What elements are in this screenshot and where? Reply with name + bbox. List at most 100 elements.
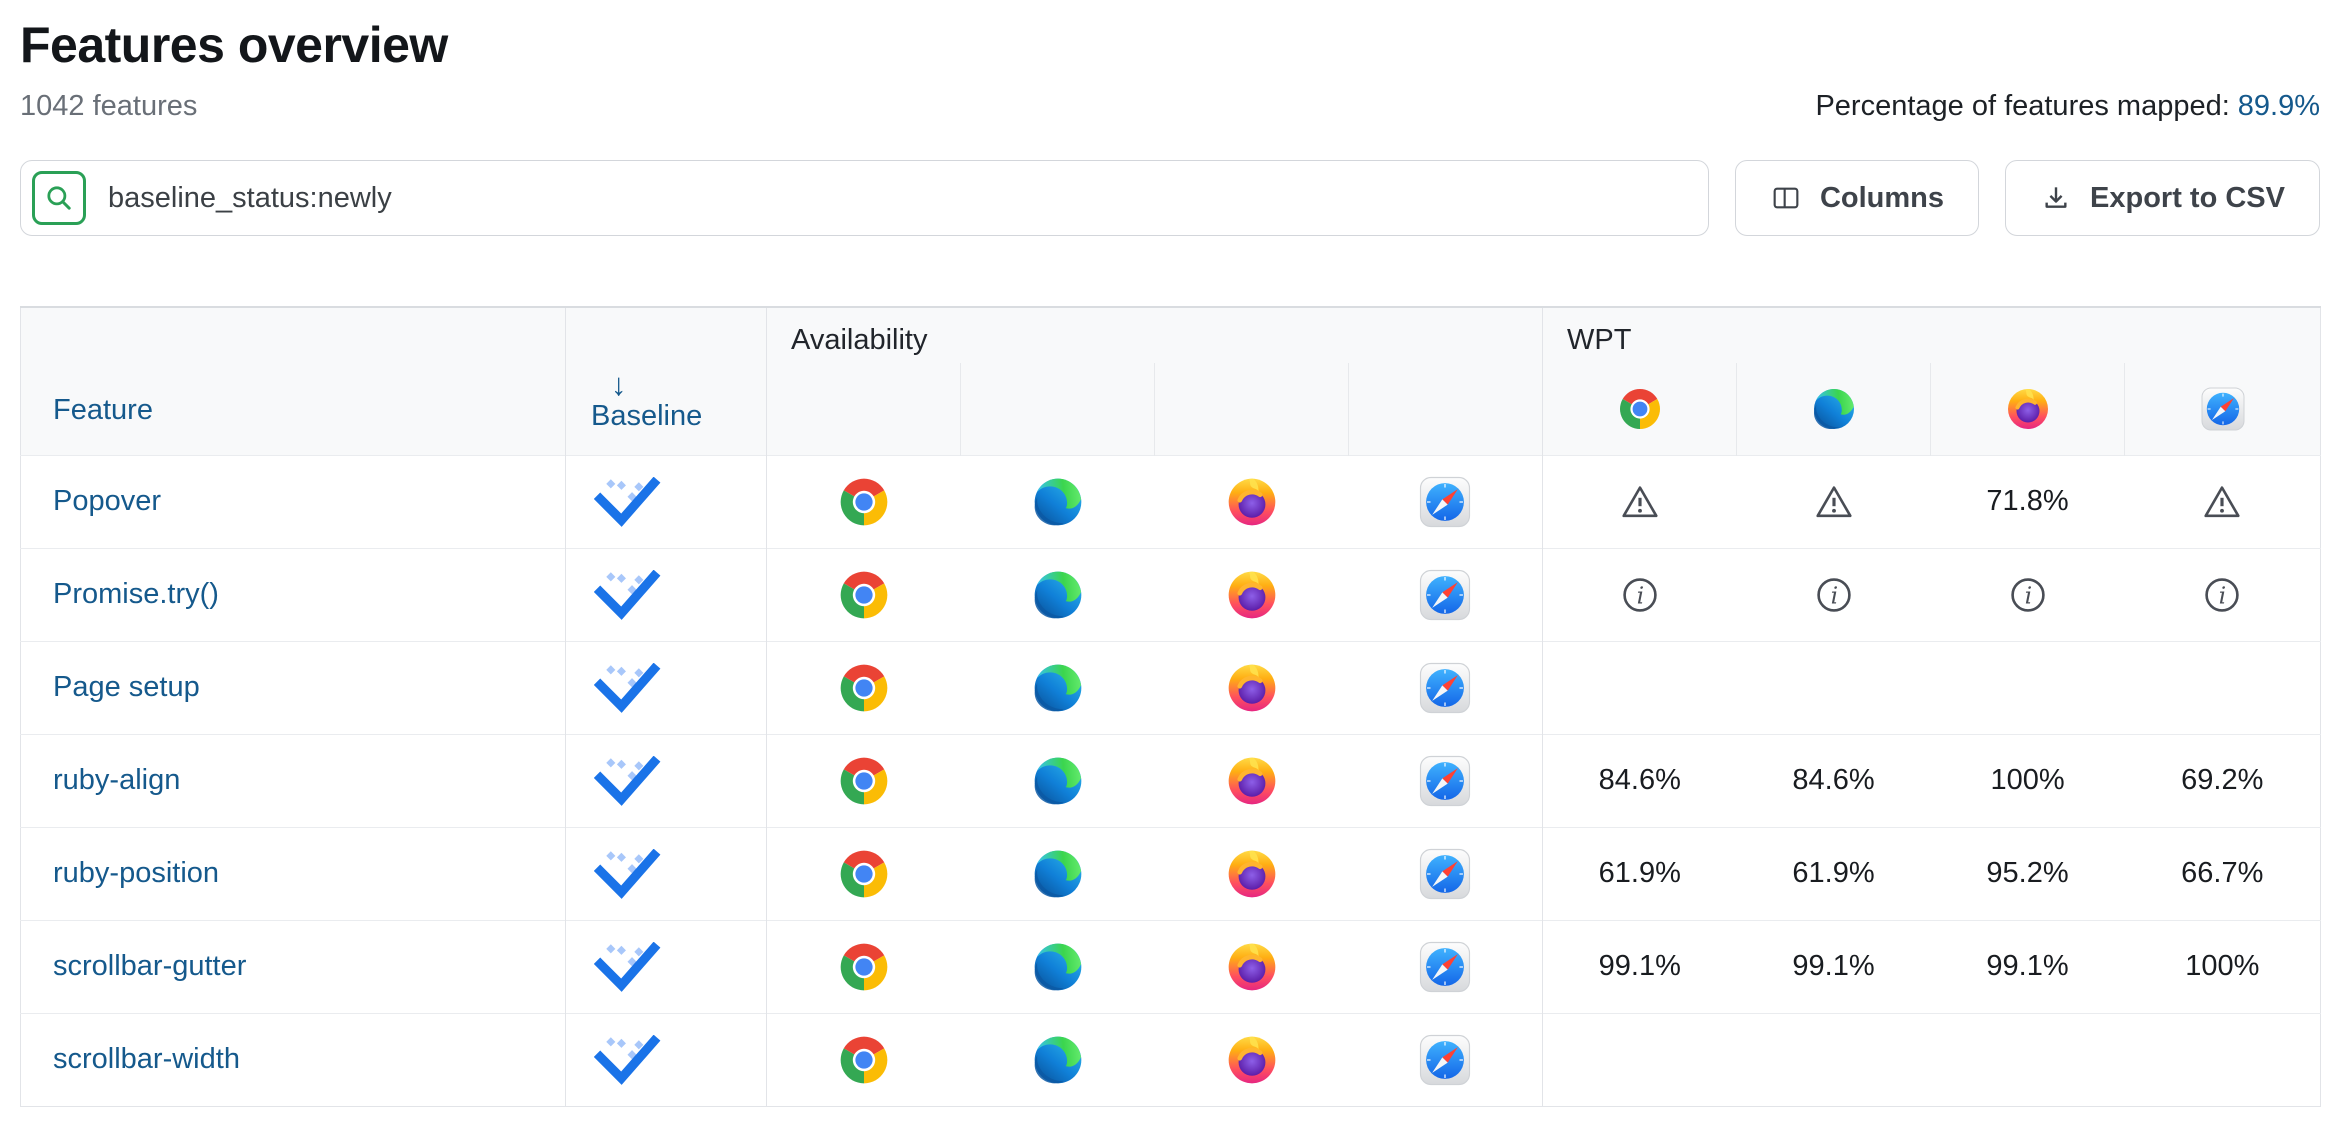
edge-icon <box>1030 753 1086 809</box>
table-row: scrollbar-width <box>20 1012 2321 1106</box>
chrome-icon <box>836 567 892 623</box>
features-table-wrap: Feature ↓ Baseline Availability WPT Popov… <box>20 306 2322 1107</box>
availability-cell <box>766 919 961 1013</box>
wpt-cell: 61.9% <box>1736 826 1931 920</box>
availability-cell <box>766 547 961 641</box>
availability-cell <box>1154 547 1349 641</box>
firefox-icon <box>1224 474 1280 530</box>
search-input[interactable] <box>106 180 1688 216</box>
feature-sort-link[interactable]: Feature <box>53 393 153 426</box>
feature-link[interactable]: ruby-position <box>53 857 220 889</box>
safari-icon <box>1417 753 1473 809</box>
features-table-body: Popover 71.8% Promise.try() Page setup ruby-… <box>20 454 2321 1106</box>
availability-subheader-cell <box>1347 363 1543 455</box>
baseline-sort-link[interactable]: ↓ Baseline <box>591 366 766 432</box>
chrome-icon <box>836 846 892 902</box>
feature-count: 1042 features <box>20 90 198 122</box>
wpt-score: 100% <box>2185 950 2260 982</box>
sort-descending-icon: ↓ <box>611 366 627 402</box>
edge-icon <box>1030 567 1086 623</box>
feature-link[interactable]: scrollbar-width <box>53 1043 240 1075</box>
safari-icon <box>1417 660 1473 716</box>
availability-cell <box>1348 826 1543 920</box>
availability-cell <box>766 826 961 920</box>
baseline-newly-icon <box>594 570 664 620</box>
feature-link[interactable]: Page setup <box>53 671 200 703</box>
wpt-cell <box>1542 1012 1737 1106</box>
wpt-cell <box>2124 547 2321 641</box>
feature-link[interactable]: Popover <box>53 485 162 517</box>
availability-cell <box>1348 733 1543 827</box>
availability-cell <box>766 733 961 827</box>
wpt-cell <box>1736 640 1931 734</box>
availability-cell <box>1348 919 1543 1013</box>
availability-cell <box>1154 733 1349 827</box>
availability-cell <box>1154 454 1349 548</box>
wpt-cell <box>2124 640 2321 734</box>
wpt-cell: 71.8% <box>1930 454 2125 548</box>
wpt-group-header: WPT <box>1542 307 2321 363</box>
baseline-cell <box>565 547 767 641</box>
info-icon[interactable] <box>1813 574 1855 616</box>
wpt-cell: 84.6% <box>1736 733 1931 827</box>
info-icon[interactable] <box>2201 574 2243 616</box>
feature-cell: Page setup <box>20 640 566 734</box>
feature-link[interactable]: ruby-align <box>53 764 181 796</box>
wpt-score: 100% <box>1990 764 2065 796</box>
availability-cell <box>1154 1012 1349 1106</box>
info-icon[interactable] <box>2007 574 2049 616</box>
wpt-chrome-header-cell <box>1542 363 1737 455</box>
firefox-icon <box>1224 660 1280 716</box>
feature-link[interactable]: scrollbar-gutter <box>53 950 247 982</box>
baseline-cell <box>565 919 767 1013</box>
availability-cell <box>960 733 1155 827</box>
mapped-percentage: Percentage of features mapped: 89.9% <box>1815 88 2320 124</box>
edge-icon <box>1030 474 1086 530</box>
mapped-value-link[interactable]: 89.9% <box>2237 90 2320 122</box>
chrome-icon <box>836 1032 892 1088</box>
availability-cell <box>1348 547 1543 641</box>
firefox-icon <box>1224 939 1280 995</box>
columns-button[interactable]: Columns <box>1734 160 1980 236</box>
info-icon[interactable] <box>1619 574 1661 616</box>
search-filter-chip[interactable] <box>32 171 86 225</box>
feature-link[interactable]: Promise.try() <box>53 578 219 610</box>
warning-icon[interactable] <box>2201 481 2243 523</box>
wpt-cell <box>1736 1012 1931 1106</box>
wpt-score: 69.2% <box>2181 764 2264 796</box>
availability-cell <box>766 640 961 734</box>
wpt-cell: 100% <box>1930 733 2125 827</box>
table-row: Page setup <box>20 640 2321 734</box>
edge-icon <box>1030 846 1086 902</box>
download-icon <box>2040 182 2072 214</box>
chrome-icon <box>836 753 892 809</box>
columns-button-label: Columns <box>1819 181 1945 214</box>
safari-icon <box>1417 939 1473 995</box>
feature-cell: scrollbar-width <box>20 1012 566 1106</box>
baseline-column-header: ↓ Baseline <box>565 307 767 455</box>
wpt-score: 99.1% <box>1792 950 1875 982</box>
search-icon <box>44 183 74 213</box>
availability-cell <box>1154 919 1349 1013</box>
warning-icon[interactable] <box>1813 481 1855 523</box>
firefox-icon <box>1224 846 1280 902</box>
edge-icon <box>1030 660 1086 716</box>
availability-cell <box>1348 1012 1543 1106</box>
wpt-safari-header-cell <box>2124 363 2321 455</box>
availability-cell <box>960 919 1155 1013</box>
export-csv-button[interactable]: Export to CSV <box>2005 160 2320 236</box>
meta-row: 1042 features Percentage of features map… <box>20 88 2320 124</box>
wpt-edge-header-cell <box>1736 363 1931 455</box>
warning-icon[interactable] <box>1619 481 1661 523</box>
availability-subheader-cell <box>766 363 961 455</box>
availability-cell <box>1154 826 1349 920</box>
feature-cell: Promise.try() <box>20 547 566 641</box>
table-header: Feature ↓ Baseline Availability WPT <box>20 307 2321 455</box>
wpt-score: 99.1% <box>1986 950 2069 982</box>
wpt-cell <box>1930 547 2125 641</box>
wpt-cell: 100% <box>2124 919 2321 1013</box>
safari-icon <box>1417 474 1473 530</box>
baseline-cell <box>565 733 767 827</box>
baseline-cell <box>565 1012 767 1106</box>
availability-cell <box>960 1012 1155 1106</box>
